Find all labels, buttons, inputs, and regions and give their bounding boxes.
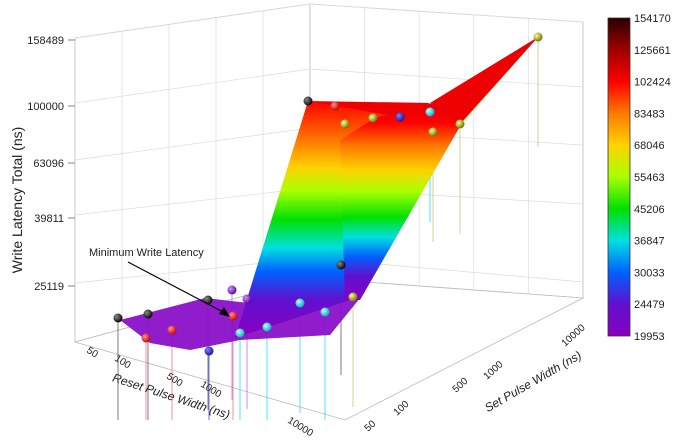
colorbar-label: 102424	[634, 77, 671, 89]
colorbar-label: 45206	[634, 204, 665, 216]
z-axis-ticks: 158489 100000 63096 39811 25119	[27, 35, 75, 293]
colorbar-label: 24479	[634, 299, 665, 311]
z-tick-label: 25119	[34, 281, 64, 293]
y-axis-title: Set Pulse Width (ns)	[482, 348, 584, 415]
data-point-ball	[235, 328, 245, 338]
data-point-ball	[395, 112, 405, 122]
data-point-ball	[425, 107, 435, 117]
minimum-annotation: Minimum Write Latency	[89, 247, 230, 317]
z-axis-title: Write Latency Total (ns)	[9, 127, 25, 274]
data-point-ball	[203, 295, 213, 305]
grid-line-left	[74, 3, 311, 39]
data-point-ball	[262, 322, 272, 332]
annotation-arrowhead	[219, 307, 230, 317]
annotation-label: Minimum Write Latency	[89, 247, 204, 259]
annotation-arrow-line	[127, 261, 226, 314]
colorbar-label: 154170	[634, 13, 671, 25]
x-tick-label: 10000	[285, 415, 315, 439]
data-points	[113, 32, 543, 356]
data-point-ball	[204, 346, 214, 356]
grid-line-left	[74, 127, 311, 161]
colorbar-labels: 154170 125661 102424 83483 68046 55463 45206 36…	[634, 13, 671, 343]
data-point-ball	[143, 309, 153, 319]
data-point-ball	[228, 311, 238, 321]
data-point-ball	[113, 313, 123, 323]
grid-line-left	[74, 187, 311, 216]
data-point-ball	[340, 119, 350, 129]
colorbar-label: 55463	[634, 172, 665, 184]
data-point-ball	[533, 32, 543, 42]
z-tick-label: 100000	[27, 101, 64, 113]
y-tick-label: 500	[451, 376, 471, 396]
surface-right-front	[340, 103, 462, 300]
data-point-ball	[455, 119, 465, 129]
colorbar-label: 19953	[634, 331, 665, 343]
data-point-ball	[295, 298, 305, 308]
colorbar: 154170 125661 102424 83483 68046 55463 45206 36…	[607, 13, 671, 343]
data-point-ball	[167, 325, 177, 335]
data-point-ball	[242, 294, 252, 304]
grid-line-right	[309, 3, 584, 23]
colorbar-label: 30033	[634, 267, 665, 279]
data-point-ball	[303, 96, 313, 106]
data-point-ball	[368, 113, 378, 123]
data-point-ball	[330, 101, 340, 111]
surface-top-right	[308, 37, 538, 124]
data-point-ball	[428, 127, 438, 137]
colorbar-label: 83483	[634, 108, 665, 120]
colorbar-gradient	[607, 17, 631, 337]
data-point-ball	[348, 292, 358, 302]
y-tick-label: 50	[363, 418, 379, 434]
data-point-ball	[320, 307, 330, 317]
z-tick-label: 63096	[33, 158, 64, 170]
colorbar-label: 36847	[634, 236, 665, 248]
y-tick-label: 10000	[560, 322, 588, 349]
colorbar-label: 125661	[634, 45, 671, 57]
surface	[120, 37, 538, 350]
data-point-ball	[141, 333, 151, 343]
colorbar-label: 68046	[634, 140, 665, 152]
grid-line-left	[74, 68, 311, 104]
data-point-ball	[227, 285, 237, 295]
z-tick-label: 39811	[34, 213, 64, 225]
y-tick-label: 100	[392, 399, 412, 419]
y-tick-label: 1000	[482, 359, 506, 382]
z-tick-label: 158489	[27, 35, 64, 47]
data-point-ball	[336, 260, 346, 270]
